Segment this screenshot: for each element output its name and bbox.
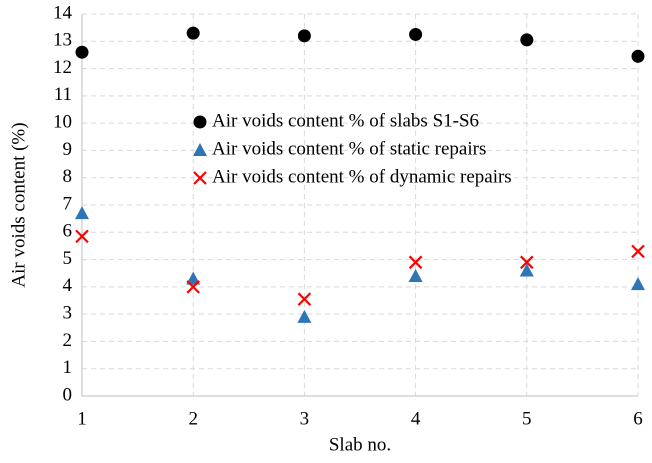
data-point [297,309,312,323]
legend-marker [193,143,207,156]
data-point [186,271,201,285]
x-tick-label: 1 [77,408,87,429]
y-tick-label: 7 [63,193,73,214]
legend-label: Air voids content % of slabs S1-S6 [212,110,479,131]
data-point [408,268,423,282]
x-tick-label: 3 [300,408,310,429]
data-point [75,45,89,59]
data-point [408,255,423,270]
y-tick-label: 6 [63,221,73,242]
x-tick-label: 4 [411,408,421,429]
data-point [520,33,534,47]
data-point [297,292,312,306]
y-axis-title: Air voids content (%) [8,122,29,287]
y-tick-label: 0 [63,384,73,405]
data-point [631,49,645,63]
legend-label: Air voids content % of static repairs [212,138,486,159]
y-tick-label: 2 [63,330,73,351]
data-point [186,280,200,294]
y-tick-label: 8 [63,166,73,187]
y-tick-label: 3 [63,303,73,324]
data-point [75,229,89,244]
data-point [519,263,534,277]
data-point [186,26,200,40]
y-tick-label: 1 [63,357,73,378]
data-point [75,206,89,220]
legend-label: Air voids content % of dynamic repairs [212,166,512,187]
y-tick-label: 12 [53,57,72,78]
legend-marker [193,171,207,185]
x-axis-title: Slab no. [329,434,391,455]
data-point [297,29,311,43]
x-tick-label: 2 [188,408,198,429]
y-tick-label: 4 [63,275,73,296]
data-point [631,277,645,291]
y-tick-label: 11 [54,84,72,105]
y-tick-label: 5 [63,248,73,269]
x-tick-label: 6 [633,408,643,429]
y-tick-label: 9 [63,139,73,160]
data-point [409,27,423,41]
data-point [520,255,534,270]
y-tick-label: 13 [53,30,72,51]
y-tick-label: 10 [53,112,72,133]
y-tick-label: 14 [53,2,73,23]
x-tick-label: 5 [522,408,532,429]
legend-marker [193,115,207,129]
data-point [631,244,645,259]
